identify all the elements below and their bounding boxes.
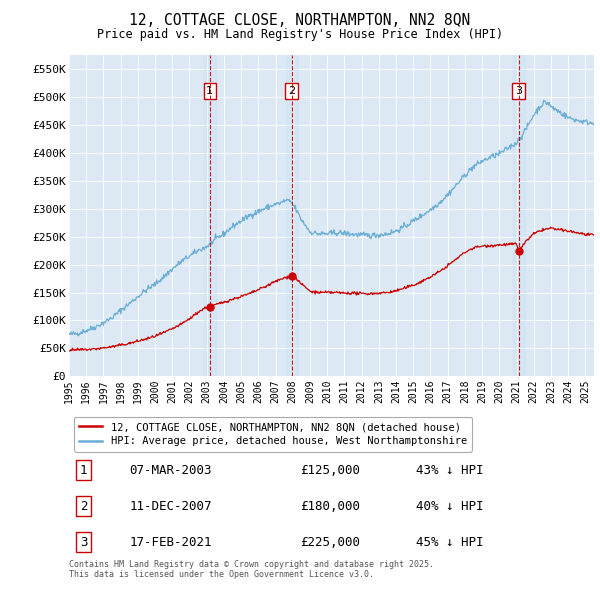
- Text: £225,000: £225,000: [300, 536, 360, 549]
- Text: 07-MAR-2003: 07-MAR-2003: [130, 464, 212, 477]
- Text: £125,000: £125,000: [300, 464, 360, 477]
- Text: Contains HM Land Registry data © Crown copyright and database right 2025.
This d: Contains HM Land Registry data © Crown c…: [69, 560, 434, 579]
- Text: 1: 1: [80, 464, 88, 477]
- Text: 12, COTTAGE CLOSE, NORTHAMPTON, NN2 8QN: 12, COTTAGE CLOSE, NORTHAMPTON, NN2 8QN: [130, 13, 470, 28]
- Text: 3: 3: [515, 86, 522, 96]
- Text: 40% ↓ HPI: 40% ↓ HPI: [415, 500, 483, 513]
- Bar: [204, 55, 216, 376]
- Text: 3: 3: [80, 536, 88, 549]
- Text: 17-FEB-2021: 17-FEB-2021: [130, 536, 212, 549]
- Text: £180,000: £180,000: [300, 500, 360, 513]
- Text: 45% ↓ HPI: 45% ↓ HPI: [415, 536, 483, 549]
- Text: 11-DEC-2007: 11-DEC-2007: [130, 500, 212, 513]
- Bar: [286, 55, 298, 376]
- Text: 2: 2: [288, 86, 295, 96]
- Text: 2: 2: [80, 500, 88, 513]
- Bar: [512, 55, 524, 376]
- Text: Price paid vs. HM Land Registry's House Price Index (HPI): Price paid vs. HM Land Registry's House …: [97, 28, 503, 41]
- Text: 1: 1: [206, 86, 214, 96]
- Text: 43% ↓ HPI: 43% ↓ HPI: [415, 464, 483, 477]
- Legend: 12, COTTAGE CLOSE, NORTHAMPTON, NN2 8QN (detached house), HPI: Average price, de: 12, COTTAGE CLOSE, NORTHAMPTON, NN2 8QN …: [74, 417, 472, 451]
